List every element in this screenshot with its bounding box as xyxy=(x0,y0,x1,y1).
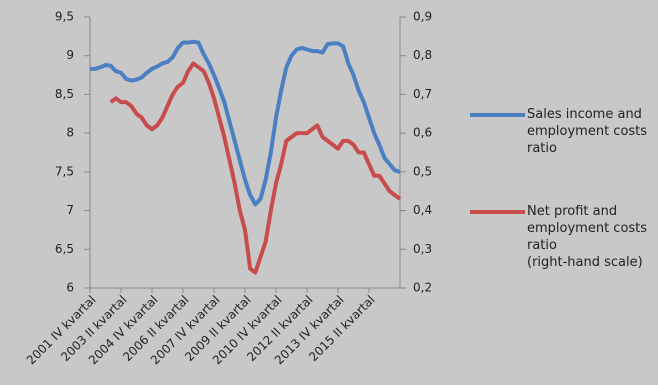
y-tick-label: 6 xyxy=(66,281,74,295)
y-tick-label: 8 xyxy=(66,126,74,140)
legend-label: Sales income and employment costs ratio xyxy=(527,107,648,156)
y2-tick-label: 0,9 xyxy=(413,10,432,24)
series-line xyxy=(109,61,402,275)
y-tick-label: 9 xyxy=(66,48,74,62)
legend-label: Net profit and employment costs ratio (r… xyxy=(527,204,648,270)
series-line xyxy=(90,39,401,207)
y2-tick-label: 0,4 xyxy=(413,203,432,217)
y2-tick-label: 0,8 xyxy=(413,48,432,62)
y-tick-label: 9,5 xyxy=(55,10,74,24)
y2-tick-label: 0,5 xyxy=(413,164,432,178)
y-tick-label: 6,5 xyxy=(55,242,74,256)
y2-tick-label: 0,3 xyxy=(413,242,432,256)
y2-tick-label: 0,6 xyxy=(413,126,432,140)
y-tick-label: 7,5 xyxy=(55,164,74,178)
y2-tick-label: 0,7 xyxy=(413,87,432,101)
y-tick-label: 7 xyxy=(66,203,74,217)
y-tick-label: 8,5 xyxy=(55,87,74,101)
y2-tick-label: 0,2 xyxy=(413,281,432,295)
